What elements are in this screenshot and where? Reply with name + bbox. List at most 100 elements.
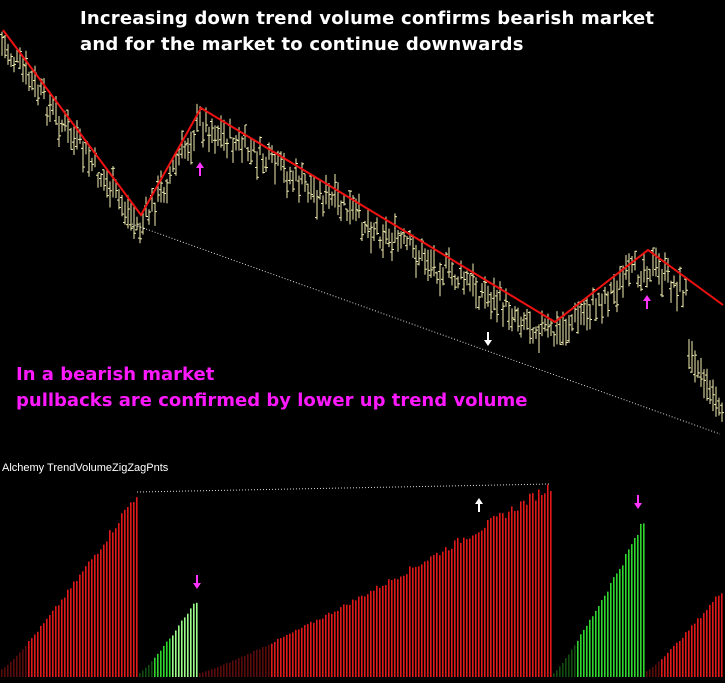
price-bar: [462, 271, 466, 295]
down-volume-bar: [307, 624, 309, 677]
down-volume-bar: [208, 670, 210, 677]
down-volume-bar: [136, 497, 138, 677]
down-volume-bar: [127, 506, 129, 677]
down-volume-bar: [685, 632, 687, 677]
down-volume-bar: [346, 604, 348, 677]
price-bar: [699, 357, 703, 387]
up-volume-bar: [190, 608, 192, 677]
down-volume-bar: [385, 584, 387, 677]
down-volume-bar: [241, 656, 243, 677]
price-bar: [21, 57, 25, 83]
down-volume-bar: [91, 559, 93, 677]
down-volume-bar: [226, 663, 228, 677]
down-volume-bar: [199, 673, 201, 677]
down-volume-bar: [67, 589, 69, 677]
price-bar: [90, 157, 94, 172]
price-bar: [321, 195, 325, 217]
price-bar: [339, 200, 343, 222]
down-volume-bar: [412, 567, 414, 677]
price-bar: [57, 116, 61, 147]
down-volume-bar: [490, 517, 492, 677]
price-bar: [384, 216, 388, 245]
price-bar: [291, 170, 295, 192]
up-volume-bar: [595, 610, 597, 677]
up-volume-bar: [589, 619, 591, 677]
down-volume-bar: [247, 653, 249, 677]
price-bar: [381, 224, 385, 259]
down-volume-bar: [64, 597, 66, 677]
down-volume-bar: [55, 606, 57, 677]
price-bar: [702, 369, 706, 399]
down-volume-bar: [502, 513, 504, 677]
down-volume-bar: [94, 554, 96, 677]
price-bar: [678, 266, 682, 292]
down-volume-bar: [688, 630, 690, 677]
price-bar: [42, 78, 46, 100]
up-volume-bar: [565, 658, 567, 677]
down-volume-bar: [718, 595, 720, 677]
down-volume-bar: [220, 665, 222, 677]
down-volume-bar: [76, 580, 78, 677]
price-bar: [279, 151, 283, 171]
up-volume-bar: [616, 573, 618, 677]
down-volume-bar: [664, 656, 666, 677]
price-bar: [126, 195, 130, 229]
price-bar: [552, 331, 556, 347]
down-volume-bar: [82, 571, 84, 677]
price-bar: [324, 174, 328, 205]
down-volume-bar: [295, 629, 297, 677]
down-volume-bar: [325, 614, 327, 677]
price-bar: [333, 173, 337, 208]
price-bar: [537, 324, 541, 353]
buy-arrow-icon: [196, 162, 204, 176]
down-volume-bar: [400, 576, 402, 677]
down-volume-bar: [250, 653, 252, 677]
down-volume-bar: [301, 627, 303, 677]
down-volume-bar: [337, 610, 339, 677]
price-bar: [72, 123, 76, 155]
price-bar: [138, 222, 142, 244]
up-volume-bar: [193, 603, 195, 677]
down-volume-bar: [436, 552, 438, 677]
price-bar: [66, 109, 70, 143]
price-bar: [543, 318, 547, 332]
down-volume-bar: [4, 667, 6, 677]
price-bar: [450, 261, 454, 286]
down-volume-bar: [37, 631, 39, 677]
down-volume-bar: [430, 556, 432, 677]
price-bar: [225, 138, 229, 159]
price-bar: [459, 260, 463, 280]
down-volume-bar: [421, 564, 423, 677]
down-volume-bar: [544, 493, 546, 677]
up-volume-bar: [556, 670, 558, 677]
down-volume-bar: [649, 669, 651, 677]
down-volume-bar: [331, 613, 333, 677]
down-volume-bar: [442, 551, 444, 677]
price-bar: [360, 222, 364, 241]
price-bar: [75, 120, 79, 150]
down-volume-bar: [535, 500, 537, 677]
price-bar: [252, 139, 256, 153]
down-volume-bar: [499, 512, 501, 677]
volume-peak-connector: [136, 483, 552, 493]
down-volume-bar: [388, 579, 390, 677]
price-bar: [375, 217, 379, 235]
down-volume-bar: [424, 561, 426, 677]
price-bar: [363, 220, 367, 234]
price-bar: [636, 274, 640, 288]
price-bar: [255, 151, 259, 180]
price-bar: [501, 302, 505, 327]
price-bar: [249, 137, 253, 165]
down-volume-bar: [229, 662, 231, 677]
down-volume-bar: [313, 622, 315, 677]
down-volume-bar: [25, 645, 27, 677]
down-volume-bar: [481, 530, 483, 677]
down-volume-bar: [316, 619, 318, 677]
price-bar: [6, 43, 10, 65]
down-volume-bar: [235, 659, 237, 677]
price-bar: [525, 308, 529, 330]
price-bar: [474, 277, 478, 309]
down-volume-bar: [721, 593, 723, 677]
price-bar: [240, 136, 244, 163]
price-bar: [681, 290, 685, 308]
